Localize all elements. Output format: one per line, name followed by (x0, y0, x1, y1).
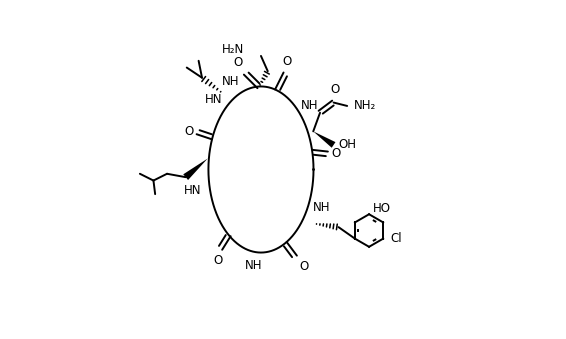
Text: O: O (184, 125, 193, 138)
Text: NH: NH (221, 75, 239, 87)
Text: O: O (214, 254, 223, 267)
Text: NH₂: NH₂ (354, 99, 376, 113)
Text: HN: HN (205, 93, 222, 106)
Text: OH: OH (338, 138, 357, 152)
Text: H₂N: H₂N (222, 43, 244, 56)
Text: O: O (331, 83, 340, 96)
Polygon shape (183, 159, 208, 180)
Text: O: O (233, 56, 242, 69)
Text: HN: HN (183, 184, 201, 197)
Text: O: O (299, 260, 308, 273)
Text: HO: HO (372, 202, 391, 215)
Text: NH: NH (245, 259, 262, 272)
Text: NH: NH (301, 99, 319, 112)
Text: Cl: Cl (391, 232, 402, 245)
Text: O: O (283, 56, 292, 68)
Polygon shape (313, 132, 336, 148)
Text: NH: NH (313, 201, 331, 214)
Text: O: O (332, 147, 341, 160)
